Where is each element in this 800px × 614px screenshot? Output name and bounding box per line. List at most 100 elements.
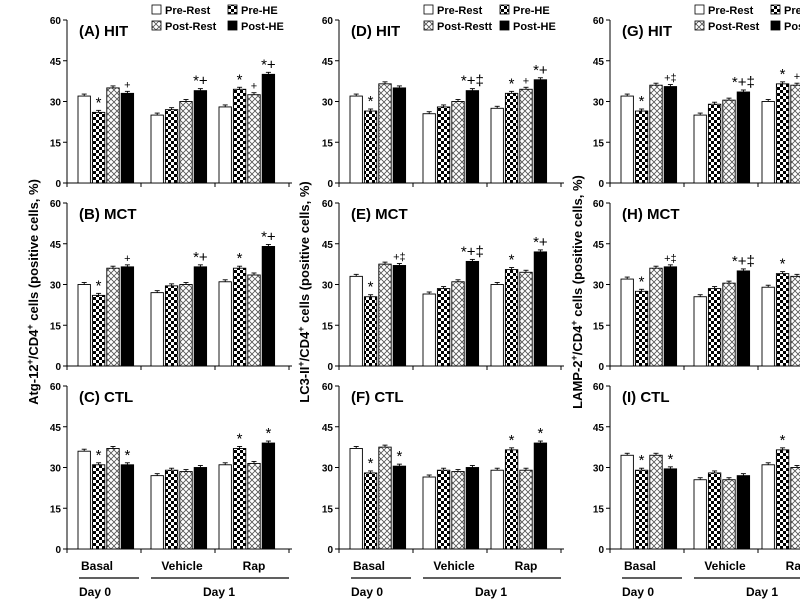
legend-swatch bbox=[227, 4, 238, 15]
bar-basal-post-restt bbox=[378, 446, 392, 550]
bar-rap-post-rest bbox=[247, 274, 261, 367]
legend-swatch bbox=[227, 20, 238, 31]
bar-vehicle-pre-he bbox=[707, 103, 722, 184]
bar-vehicle-post-rest bbox=[179, 101, 193, 184]
legend-swatch bbox=[151, 4, 162, 15]
bar-vehicle-post-he bbox=[193, 467, 208, 550]
significance-marker: * bbox=[639, 93, 645, 110]
bar-vehicle-post-he bbox=[736, 475, 751, 550]
bar-basal-pre-he bbox=[363, 472, 378, 550]
y-tick-label: 60 bbox=[322, 199, 334, 210]
significance-marker: *+‡ bbox=[461, 243, 484, 260]
group-label-basal: Basal bbox=[353, 559, 385, 573]
bar-vehicle-pre-he bbox=[164, 109, 179, 184]
significance-marker: +‡ bbox=[664, 73, 677, 85]
y-tick-label: 30 bbox=[593, 98, 605, 109]
legend-item-label: Post-Rest bbox=[708, 21, 760, 33]
y-tick-label: 60 bbox=[322, 16, 334, 27]
y-tick-label: 0 bbox=[327, 362, 333, 373]
bar-vehicle-post-he bbox=[736, 270, 751, 367]
bar-rap-post-rest bbox=[790, 467, 800, 550]
bar-rap-pre-rest bbox=[761, 286, 775, 367]
significance-marker: * bbox=[96, 447, 102, 464]
legend-swatch bbox=[770, 4, 781, 15]
bar-vehicle-post-restt bbox=[451, 281, 465, 367]
significance-marker: *+‡ bbox=[461, 73, 484, 90]
bar-basal-post-he bbox=[120, 464, 135, 550]
significance-marker: *+‡ bbox=[732, 253, 755, 270]
bar-basal-pre-he bbox=[91, 464, 106, 550]
y-tick-label: 45 bbox=[593, 240, 605, 251]
panel-title: (H) MCT bbox=[622, 206, 679, 223]
bar-basal-post-restt bbox=[378, 83, 392, 184]
bar-vehicle-pre-he bbox=[436, 106, 451, 184]
significance-marker: *+ bbox=[193, 249, 208, 266]
significance-marker: + bbox=[794, 71, 800, 83]
bar-vehicle-pre-he bbox=[164, 285, 179, 367]
significance-marker: * bbox=[537, 425, 543, 442]
significance-marker: *+‡ bbox=[732, 74, 755, 91]
bar-basal-post-he bbox=[663, 86, 678, 184]
day-label-day1: Day 1 bbox=[746, 585, 778, 599]
day-label-day0: Day 0 bbox=[79, 585, 111, 599]
significance-marker: * bbox=[509, 75, 515, 92]
day-label-day0: Day 0 bbox=[622, 585, 654, 599]
bar-vehicle-post-he bbox=[465, 467, 480, 550]
bar-vehicle-pre-he bbox=[164, 469, 179, 550]
significance-marker: * bbox=[396, 448, 402, 465]
bar-basal-pre-he bbox=[363, 110, 378, 184]
bar-vehicle-pre-rest bbox=[422, 113, 436, 184]
y-tick-label: 60 bbox=[593, 382, 605, 393]
significance-marker: * bbox=[237, 250, 243, 267]
y-tick-label: 0 bbox=[55, 362, 61, 373]
panel-C: 0 15 30 45 60 (C) CTL * * * * bbox=[50, 382, 292, 556]
legend: Pre-Rest Pre-HE Post-Rest Post-HE bbox=[694, 4, 800, 33]
bottom-group-labels: Basal Vehicle Rap Day 0 Day 1 Basal Vehicle Rap… bbox=[79, 559, 800, 599]
bar-vehicle-pre-he bbox=[436, 288, 451, 367]
significance-marker: *+ bbox=[261, 228, 276, 245]
bar-vehicle-pre-rest bbox=[422, 476, 436, 550]
legend-item-label: Pre-HE bbox=[784, 5, 800, 17]
bar-vehicle-post-rest bbox=[722, 282, 736, 367]
y-tick-label: 30 bbox=[322, 464, 334, 475]
bar-vehicle-post-he bbox=[736, 91, 751, 184]
significance-marker: *+ bbox=[193, 73, 208, 90]
bar-rap-pre-he bbox=[232, 448, 247, 550]
bar-rap-post-restt bbox=[519, 469, 533, 550]
bar-rap-pre-rest bbox=[490, 284, 504, 367]
legend-item-label: Pre-HE bbox=[241, 5, 278, 17]
group-label-vehicle: Vehicle bbox=[704, 559, 746, 573]
y-tick-label: 15 bbox=[322, 321, 334, 332]
bar-vehicle-pre-rest bbox=[150, 475, 164, 550]
legend-item-label: Pre-HE bbox=[513, 5, 550, 17]
y-tick-label: 0 bbox=[327, 545, 333, 556]
bar-vehicle-pre-rest bbox=[693, 479, 707, 550]
significance-marker: * bbox=[368, 455, 374, 472]
significance-marker: * bbox=[509, 252, 515, 269]
group-label-rap: Rap bbox=[786, 559, 800, 573]
y-tick-label: 15 bbox=[322, 504, 334, 515]
significance-marker: +‡ bbox=[664, 253, 677, 265]
bar-basal-post-he bbox=[663, 266, 678, 367]
significance-marker: + bbox=[124, 79, 130, 91]
bar-basal-pre-he bbox=[363, 296, 378, 367]
y-axis-label: LAMP-2+/CD4+ cells (positive cells, %) bbox=[569, 175, 585, 409]
significance-marker: *+ bbox=[533, 62, 548, 79]
legend: Pre-Rest Pre-HE Post-Rest Post-HE bbox=[151, 4, 284, 33]
y-tick-label: 45 bbox=[593, 57, 605, 68]
bar-basal-post-he bbox=[663, 468, 678, 550]
panel-title: (C) CTL bbox=[79, 389, 133, 406]
bar-rap-post-he bbox=[533, 442, 548, 550]
y-tick-label: 0 bbox=[598, 545, 604, 556]
bar-basal-pre-he bbox=[91, 111, 106, 184]
significance-marker: *+ bbox=[533, 234, 548, 251]
bar-vehicle-post-he bbox=[465, 90, 480, 184]
bar-rap-pre-rest bbox=[218, 464, 232, 550]
day-label-day1: Day 1 bbox=[475, 585, 507, 599]
legend-swatch bbox=[423, 20, 434, 31]
y-tick-label: 30 bbox=[322, 281, 334, 292]
bar-vehicle-post-he bbox=[193, 266, 208, 367]
